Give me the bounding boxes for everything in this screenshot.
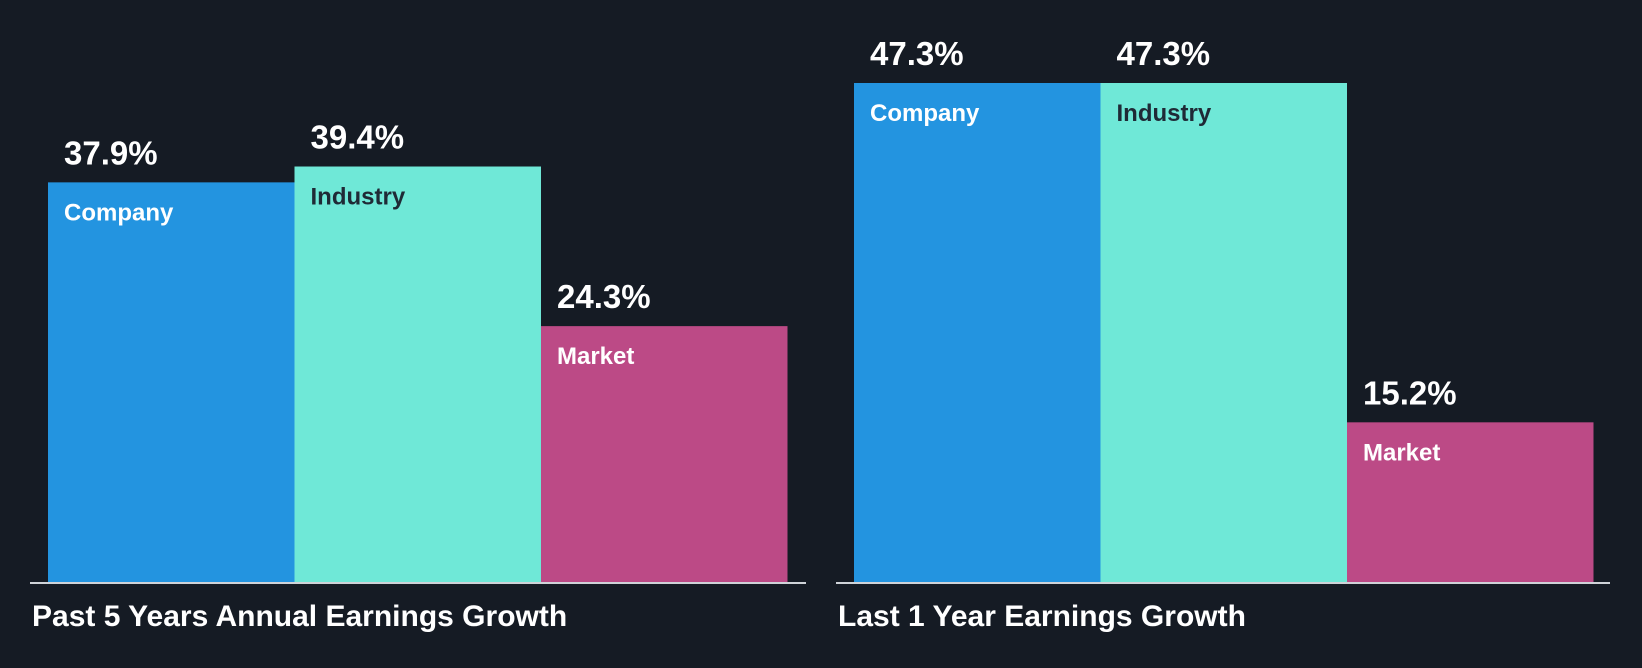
chart-panel-1: 37.9% Company 39.4% Industry 24.3% Market Past…	[30, 119, 806, 633]
value-label-industry: 39.4%	[311, 119, 405, 156]
category-label-industry: Industry	[1117, 100, 1212, 127]
value-label-industry: 47.3%	[1117, 35, 1211, 72]
value-label-company: 37.9%	[64, 134, 158, 171]
category-label-company: Company	[64, 199, 174, 226]
value-label-company: 47.3%	[870, 35, 964, 72]
value-label-market: 24.3%	[557, 278, 651, 315]
chart-title: Last 1 Year Earnings Growth	[838, 600, 1246, 633]
category-label-company: Company	[870, 100, 980, 127]
chart-panel-2: 47.3% Company 47.3% Industry 15.2% Market Last…	[836, 35, 1610, 633]
bar-market	[1347, 422, 1594, 583]
bar-industry	[294, 166, 541, 583]
category-label-market: Market	[557, 343, 634, 370]
value-label-market: 15.2%	[1363, 374, 1457, 411]
category-label-market: Market	[1363, 439, 1440, 466]
chart-title: Past 5 Years Annual Earnings Growth	[32, 600, 567, 633]
category-label-industry: Industry	[311, 184, 406, 211]
bar-company	[854, 83, 1101, 583]
bar-market	[541, 326, 788, 583]
bar-company	[48, 182, 295, 583]
bar-industry	[1100, 83, 1347, 583]
